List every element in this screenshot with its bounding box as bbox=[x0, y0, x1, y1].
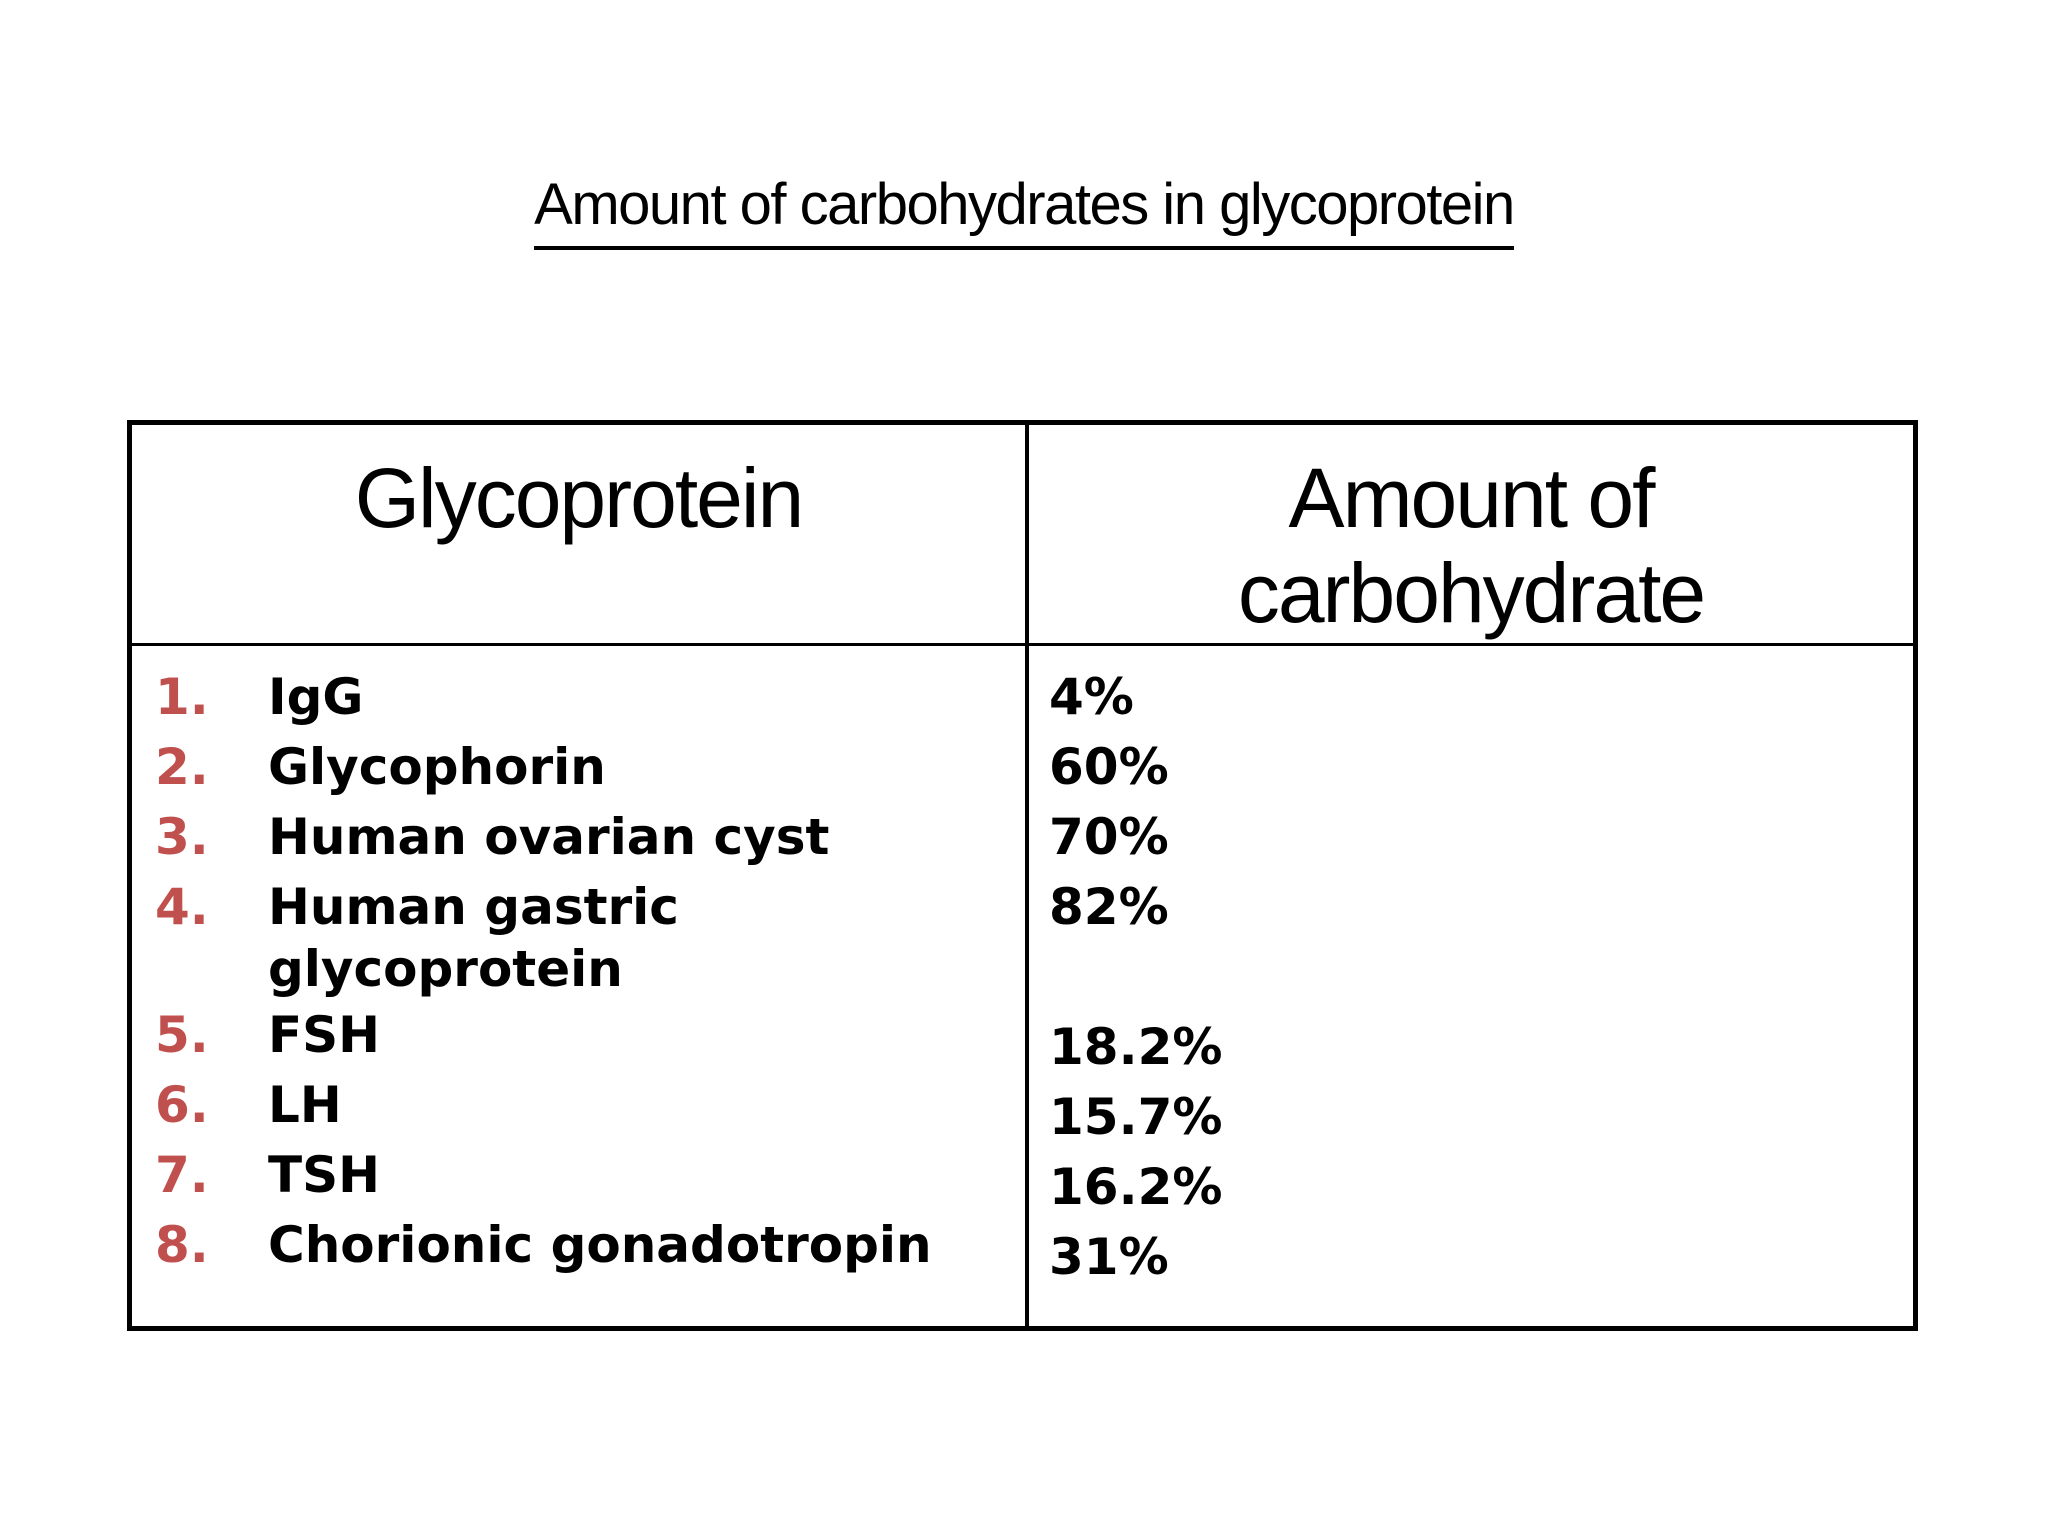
glycoprotein-header-cell: Glycoprotein bbox=[132, 425, 1029, 643]
amount-value: 15.7% bbox=[1049, 1088, 1223, 1146]
glycoprotein-name: FSH bbox=[268, 1006, 381, 1064]
glycoprotein-name: Human gastric glycoprotein bbox=[268, 878, 679, 998]
glycoprotein-name: Chorionic gonadotropin bbox=[268, 1216, 932, 1274]
row-number: 4. bbox=[155, 878, 209, 936]
glycoprotein-row: 6. LH bbox=[132, 1070, 1025, 1140]
amount-spacer bbox=[1029, 942, 1913, 1012]
glycoprotein-row: 1. IgG bbox=[132, 662, 1025, 732]
glycoprotein-name: TSH bbox=[268, 1146, 380, 1204]
slide-title-block: Amount of carbohydrates in glycoprotein bbox=[0, 172, 2048, 250]
glycoprotein-row: 8. Chorionic gonadotropin bbox=[132, 1210, 1025, 1280]
amount-value: 16.2% bbox=[1049, 1158, 1223, 1216]
glycoprotein-row: 7. TSH bbox=[132, 1140, 1025, 1210]
amount-value: 82% bbox=[1049, 878, 1169, 936]
glycoprotein-row: 5. FSH bbox=[132, 1000, 1025, 1070]
glycoprotein-row: 4. Human gastric glycoprotein bbox=[132, 872, 1025, 1000]
table-header-row: Glycoprotein Amount of carbohydrate bbox=[132, 425, 1913, 646]
amount-list: 4% 60% 70% 82% 18.2% 15.7% 16.2% 31% bbox=[1029, 646, 1913, 1326]
row-number: 3. bbox=[155, 808, 209, 866]
slide-title: Amount of carbohydrates in glycoprotein bbox=[534, 172, 1515, 250]
amount-value: 31% bbox=[1049, 1228, 1169, 1286]
amount-value: 70% bbox=[1049, 808, 1169, 866]
glycoprotein-row: 3. Human ovarian cyst bbox=[132, 802, 1025, 872]
glycoprotein-row: 2. Glycophorin bbox=[132, 732, 1025, 802]
row-number: 2. bbox=[155, 738, 209, 796]
amount-value: 18.2% bbox=[1049, 1018, 1223, 1076]
amount-header-cell: Amount of carbohydrate bbox=[1237, 451, 1706, 640]
glycoprotein-list: 1. IgG 2. Glycophorin 3. Human ovarian cyst 4.… bbox=[132, 646, 1029, 1326]
amount-value: 4% bbox=[1049, 668, 1134, 726]
glycoprotein-name: LH bbox=[268, 1076, 342, 1134]
row-number: 6. bbox=[155, 1076, 209, 1134]
glycoprotein-name: IgG bbox=[268, 668, 364, 726]
row-number: 1. bbox=[155, 668, 209, 726]
glycoprotein-name: Human ovarian cyst bbox=[268, 808, 830, 866]
row-number: 7. bbox=[155, 1146, 209, 1204]
row-number: 8. bbox=[155, 1216, 209, 1274]
glycoprotein-table: Glycoprotein Amount of carbohydrate 1. Ig… bbox=[127, 420, 1918, 1331]
amount-value: 60% bbox=[1049, 738, 1169, 796]
table-body: 1. IgG 2. Glycophorin 3. Human ovarian cyst 4.… bbox=[132, 646, 1913, 1326]
glycoprotein-name: Glycophorin bbox=[268, 738, 606, 796]
row-number: 5. bbox=[155, 1006, 209, 1064]
